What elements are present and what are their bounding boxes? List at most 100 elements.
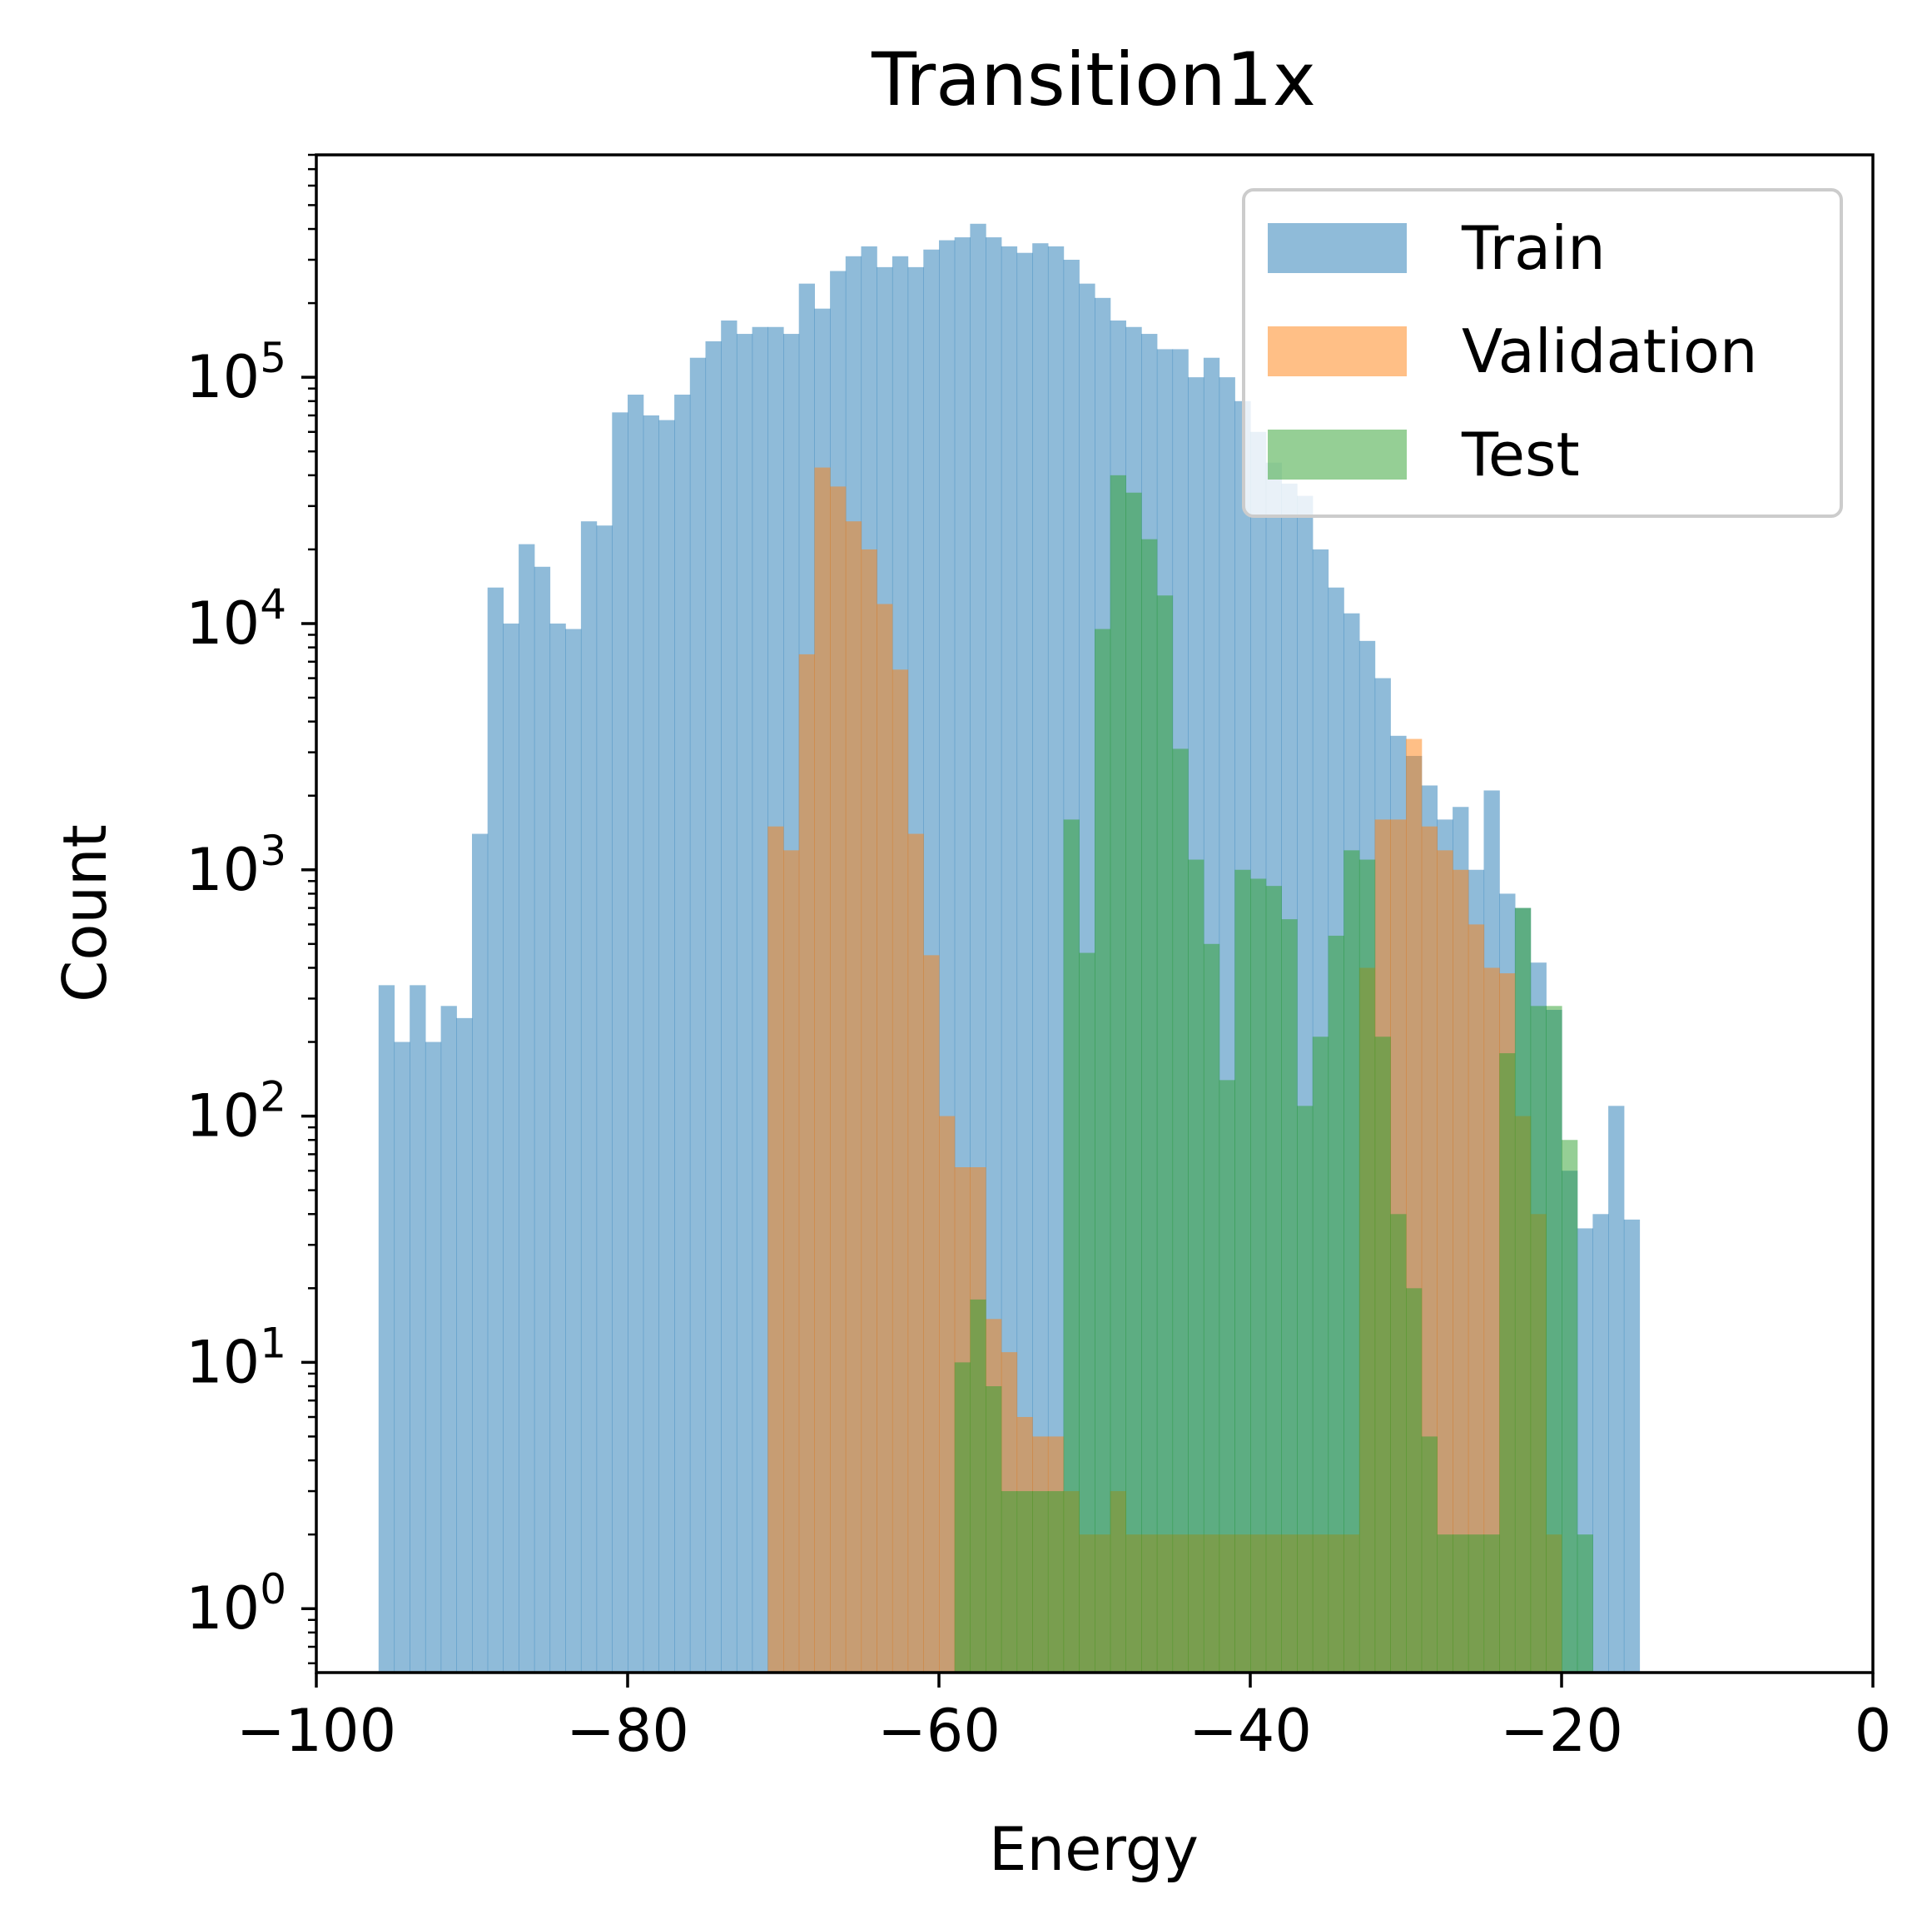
bar-test [1562,1140,1578,1673]
bar-validation [939,1116,956,1673]
y-tick-label: 102 [186,1073,286,1151]
bar-train [580,521,598,1673]
bar-train [394,1042,410,1673]
bar-validation [923,955,940,1673]
bar-test [1514,907,1532,1673]
bar-train [425,1042,442,1673]
bar-test [1250,878,1267,1673]
legend-swatch-validation [1268,326,1407,376]
bar-train [612,412,628,1673]
bar-test [1141,539,1158,1673]
bar-test [1343,850,1360,1673]
bar-test [1437,1534,1453,1673]
y-tick-label: 103 [186,827,286,904]
bar-train [378,985,395,1673]
bar-validation [1483,967,1500,1673]
bar-train [456,1017,473,1673]
bar-train [705,341,722,1673]
bar-test [1358,859,1376,1673]
bar-validation [845,521,862,1673]
legend-label-train: Train [1461,213,1606,283]
bar-train [1047,246,1065,1673]
bar-train [1623,1219,1641,1673]
bar-validation [783,850,800,1673]
bar-test [1577,1534,1593,1673]
bar-test [1172,748,1189,1673]
bar-validation [877,604,893,1673]
bar-train [689,357,707,1673]
bar-test [1499,1053,1516,1673]
bar-train [519,544,535,1673]
bar-train [534,566,551,1673]
bar-test [1234,869,1251,1673]
bar-test [1125,492,1142,1673]
x-tick-label: −20 [1500,1697,1623,1765]
bar-validation [907,833,924,1673]
bar-train [1608,1106,1625,1673]
bar-test [1219,1080,1235,1673]
bar-validation [1453,869,1469,1673]
bar-train [628,395,644,1673]
histogram-bars [378,223,1641,1673]
x-axis-label: Energy [989,1814,1199,1884]
bar-train [986,237,1002,1673]
bar-test [1483,1534,1500,1673]
y-axis-label: Count [50,824,120,1002]
series-test [954,475,1593,1673]
bar-test [1546,1006,1562,1673]
bar-test [1016,1491,1033,1673]
y-tick-label: 105 [186,334,286,411]
x-tick-label: −60 [877,1697,1001,1765]
x-tick-label: 0 [1855,1697,1892,1765]
legend: Train Validation Test [1242,188,1843,518]
bar-validation [1468,924,1485,1673]
plot-frame [315,153,1875,1674]
bar-test [1390,1214,1407,1673]
bar-test [1468,1534,1485,1673]
x-tick-label: −100 [236,1697,396,1765]
bar-test [1188,859,1204,1673]
bar-validation [830,486,847,1673]
x-tick-label: −80 [566,1697,689,1765]
bar-train [1592,1214,1609,1673]
bar-test [1297,1106,1314,1673]
bar-test [1281,919,1298,1673]
bar-train [658,420,675,1673]
bar-test [1110,475,1126,1673]
bar-test [1095,629,1111,1673]
bar-train [487,587,504,1673]
bar-train [596,525,613,1673]
bar-test [1328,935,1344,1673]
bar-validation [892,669,909,1673]
bar-test [1032,1491,1049,1673]
bar-train [1001,246,1018,1673]
legend-label-test: Test [1461,420,1580,490]
bar-train [674,395,691,1673]
bar-test [954,1362,971,1673]
bar-train [440,1006,457,1673]
bar-test [1265,886,1282,1673]
legend-label-validation: Validation [1462,316,1758,386]
legend-swatch-test [1268,430,1407,480]
bar-test [970,1299,986,1673]
bar-test [1530,1006,1547,1673]
bar-train [721,320,738,1673]
bar-test [1374,1037,1391,1673]
bar-validation [798,654,815,1673]
bar-train [472,833,489,1673]
bar-test [1453,1534,1469,1673]
y-tick-label: 100 [186,1565,286,1643]
bar-train [1032,243,1049,1673]
x-tick-label: −40 [1189,1697,1312,1765]
bar-train [549,623,566,1673]
bar-train [1016,252,1033,1673]
bar-validation [1437,850,1453,1673]
bar-train [752,326,768,1673]
bar-validation [767,826,784,1673]
legend-swatch-train [1268,223,1407,273]
bar-test [1079,952,1095,1673]
bar-train [565,629,582,1673]
bar-test [1001,1491,1018,1673]
chart-title: Transition1x [871,37,1316,122]
